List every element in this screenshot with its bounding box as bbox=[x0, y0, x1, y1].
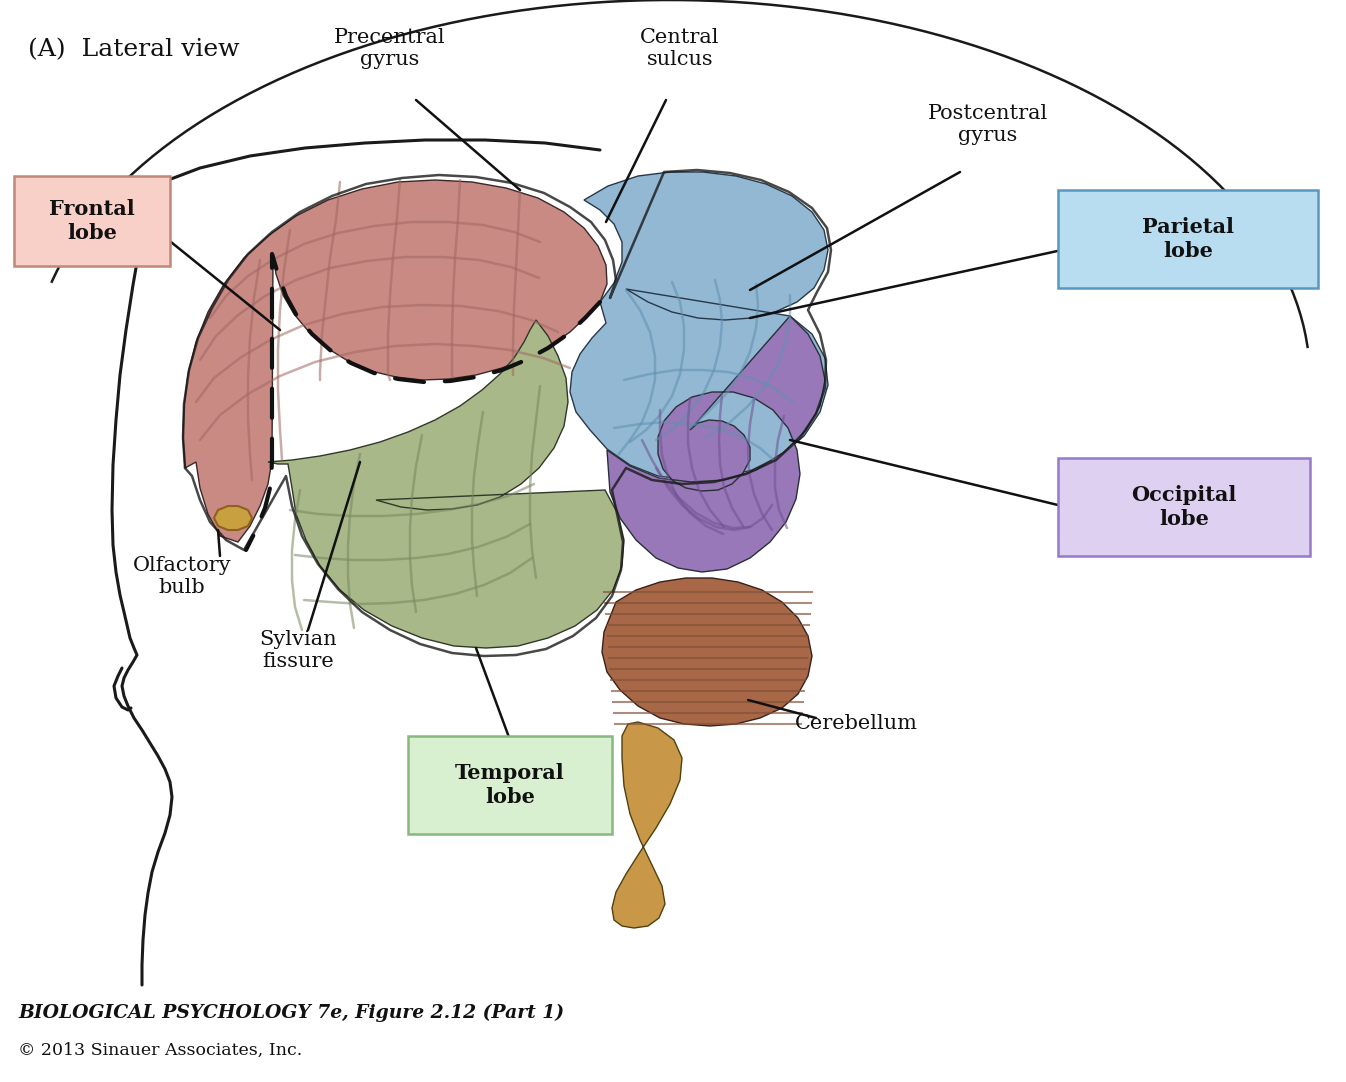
Text: Occipital
lobe: Occipital lobe bbox=[1131, 486, 1237, 529]
Polygon shape bbox=[607, 316, 825, 572]
Text: Postcentral
gyrus: Postcentral gyrus bbox=[927, 104, 1049, 145]
Text: © 2013 Sinauer Associates, Inc.: © 2013 Sinauer Associates, Inc. bbox=[17, 1042, 303, 1059]
Text: Central
sulcus: Central sulcus bbox=[641, 28, 720, 69]
Text: Temporal
lobe: Temporal lobe bbox=[455, 764, 565, 806]
Text: (A)  Lateral view: (A) Lateral view bbox=[28, 38, 240, 61]
Polygon shape bbox=[612, 722, 682, 928]
Polygon shape bbox=[214, 506, 252, 530]
Polygon shape bbox=[569, 172, 828, 480]
FancyBboxPatch shape bbox=[1058, 458, 1310, 556]
Text: Sylvian
fissure: Sylvian fissure bbox=[260, 630, 336, 671]
Text: Olfactory
bulb: Olfactory bulb bbox=[133, 556, 232, 597]
Text: BIOLOGICAL PSYCHOLOGY 7e, Figure 2.12 (Part 1): BIOLOGICAL PSYCHOLOGY 7e, Figure 2.12 (P… bbox=[17, 1004, 564, 1022]
Polygon shape bbox=[183, 180, 607, 542]
Text: Frontal
lobe: Frontal lobe bbox=[48, 199, 135, 242]
Polygon shape bbox=[268, 320, 625, 648]
FancyBboxPatch shape bbox=[408, 736, 612, 834]
Text: Cerebellum: Cerebellum bbox=[794, 714, 918, 733]
FancyBboxPatch shape bbox=[13, 176, 170, 266]
Text: Parietal
lobe: Parietal lobe bbox=[1141, 217, 1234, 261]
Polygon shape bbox=[602, 578, 812, 726]
Text: Precentral
gyrus: Precentral gyrus bbox=[334, 28, 446, 69]
FancyBboxPatch shape bbox=[1058, 190, 1318, 288]
